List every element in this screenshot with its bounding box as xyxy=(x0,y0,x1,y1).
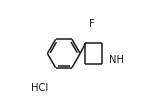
Text: NH: NH xyxy=(109,55,124,65)
Text: HCl: HCl xyxy=(31,83,48,93)
Text: F: F xyxy=(89,19,94,29)
